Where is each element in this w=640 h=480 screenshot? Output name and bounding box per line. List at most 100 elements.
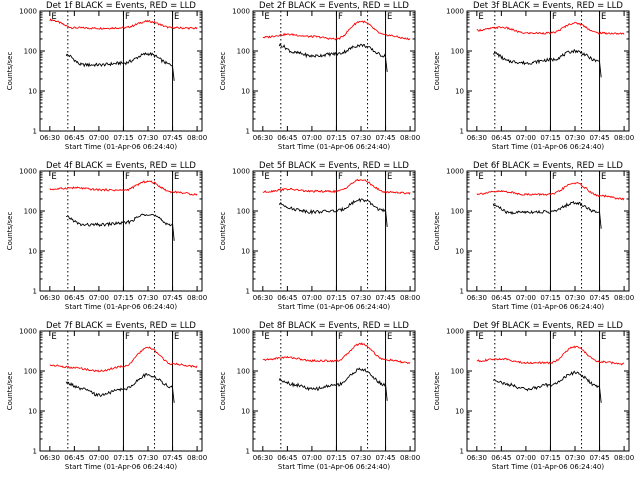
interval-marker-label: F: [338, 12, 343, 22]
interval-marker-label: E: [387, 12, 392, 22]
x-tick-label: 07:15: [540, 294, 560, 302]
y-tick-label: 1: [246, 288, 250, 296]
interval-marker-label: E: [51, 332, 56, 342]
x-tick-label: 06:30: [467, 134, 487, 142]
x-tick-label: 06:30: [40, 134, 60, 142]
interval-marker-label: E: [387, 172, 392, 182]
x-tick-label: 07:45: [589, 134, 609, 142]
x-tick-label: 06:30: [253, 454, 273, 462]
x-axis-label: Start Time (01-Apr-06 06:24:40): [278, 303, 390, 311]
y-tick-label: 1: [33, 128, 37, 136]
chart-title: Det 3f BLACK = Events, RED = LLD: [473, 1, 623, 11]
x-axis-label: Start Time (01-Apr-06 06:24:40): [278, 143, 390, 151]
x-tick-label: 06:45: [277, 294, 297, 302]
interval-marker-label: F: [125, 332, 130, 342]
x-tick-label: 08:00: [187, 454, 207, 462]
interval-marker-label: E: [264, 332, 269, 342]
x-tick-label: 07:15: [113, 454, 133, 462]
y-tick-label: 10: [28, 408, 37, 416]
interval-marker-label: E: [264, 172, 269, 182]
x-tick-label: 07:00: [302, 294, 322, 302]
plot-frame: [39, 170, 203, 292]
plot-frame: [466, 170, 630, 292]
x-tick-label: 07:00: [89, 134, 109, 142]
chart-title: Det 5f BLACK = Events, RED = LLD: [259, 161, 409, 171]
x-tick-label: 07:00: [516, 454, 536, 462]
x-tick-label: 07:45: [375, 294, 395, 302]
x-tick-label: 06:45: [491, 134, 511, 142]
events-series-line: [492, 370, 602, 403]
x-tick-label: 07:45: [589, 294, 609, 302]
interval-marker-label: E: [601, 332, 606, 342]
x-tick-label: 07:15: [326, 134, 346, 142]
y-tick-label: 10: [455, 248, 464, 256]
interval-marker-label: F: [338, 172, 343, 182]
chart-panel: Det 5f BLACK = Events, RED = LLD 1 10 100 10…: [219, 161, 420, 311]
x-tick-label: 07:00: [516, 294, 536, 302]
interval-marker-label: E: [174, 172, 179, 182]
events-series-line: [492, 200, 602, 229]
y-tick-label: 1000: [446, 8, 464, 16]
chart-title: Det 6f BLACK = Events, RED = LLD: [473, 161, 623, 171]
lld-series-line: [49, 18, 198, 30]
x-tick-label: 07:00: [89, 454, 109, 462]
y-axis-label: Counts/sec: [433, 212, 441, 251]
interval-marker-label: E: [51, 172, 56, 182]
x-tick-label: 07:30: [565, 134, 585, 142]
interval-marker-label: E: [478, 172, 483, 182]
y-tick-label: 10: [28, 88, 37, 96]
chart-panel: Det 6f BLACK = Events, RED = LLD 1 10 100 10…: [433, 161, 634, 311]
y-tick-label: 100: [237, 368, 250, 376]
x-tick-label: 08:00: [187, 134, 207, 142]
x-tick-label: 06:45: [277, 134, 297, 142]
chart-title: Det 7f BLACK = Events, RED = LLD: [46, 321, 196, 331]
chart-panel: Det 7f BLACK = Events, RED = LLD 1 10 100 10…: [6, 321, 207, 471]
y-axis-label: Counts/sec: [6, 372, 14, 411]
x-tick-label: 07:45: [589, 454, 609, 462]
x-tick-label: 06:45: [491, 454, 511, 462]
chart-panel: Det 8f BLACK = Events, RED = LLD 1 10 100 10…: [219, 321, 420, 471]
y-tick-label: 1: [246, 128, 250, 136]
events-series-line: [278, 197, 388, 227]
y-axis-label: Counts/sec: [219, 372, 227, 411]
events-series-line: [65, 51, 175, 81]
interval-marker-label: E: [478, 332, 483, 342]
interval-marker-label: E: [601, 12, 606, 22]
y-axis-label: Counts/sec: [433, 52, 441, 91]
events-series-line: [66, 213, 175, 241]
y-tick-label: 1: [460, 448, 464, 456]
interval-marker-label: E: [51, 12, 56, 22]
x-tick-label: 08:00: [400, 294, 420, 302]
y-tick-label: 10: [455, 408, 464, 416]
x-axis-label: Start Time (01-Apr-06 06:24:40): [492, 143, 604, 151]
x-tick-label: 06:45: [491, 294, 511, 302]
y-tick-label: 1000: [19, 328, 37, 336]
x-axis-label: Start Time (01-Apr-06 06:24:40): [65, 463, 177, 471]
chart-title: Det 4f BLACK = Events, RED = LLD: [46, 161, 196, 171]
interval-marker-label: E: [264, 12, 269, 22]
chart-title: Det 1f BLACK = Events, RED = LLD: [46, 1, 196, 11]
plot-frame: [39, 330, 203, 452]
x-tick-label: 07:45: [375, 454, 395, 462]
lld-series-line: [476, 21, 625, 35]
x-tick-label: 07:45: [375, 134, 395, 142]
plot-frame: [252, 10, 416, 132]
plot-frame: [39, 10, 203, 132]
lld-series-line: [262, 342, 411, 364]
lld-series-line: [262, 20, 411, 41]
x-tick-label: 06:30: [40, 454, 60, 462]
x-tick-label: 06:30: [467, 454, 487, 462]
y-tick-label: 100: [451, 208, 464, 216]
x-tick-label: 07:30: [565, 454, 585, 462]
chart-title: Det 2f BLACK = Events, RED = LLD: [259, 1, 409, 11]
x-tick-label: 07:00: [89, 294, 109, 302]
y-tick-label: 10: [28, 248, 37, 256]
lld-series-line: [49, 346, 198, 373]
events-series-line: [493, 48, 602, 78]
x-tick-label: 07:15: [113, 134, 133, 142]
interval-marker-label: F: [125, 12, 130, 22]
events-series-line: [65, 373, 175, 403]
y-tick-label: 1: [246, 448, 250, 456]
y-tick-label: 1: [460, 128, 464, 136]
y-tick-label: 1000: [232, 328, 250, 336]
